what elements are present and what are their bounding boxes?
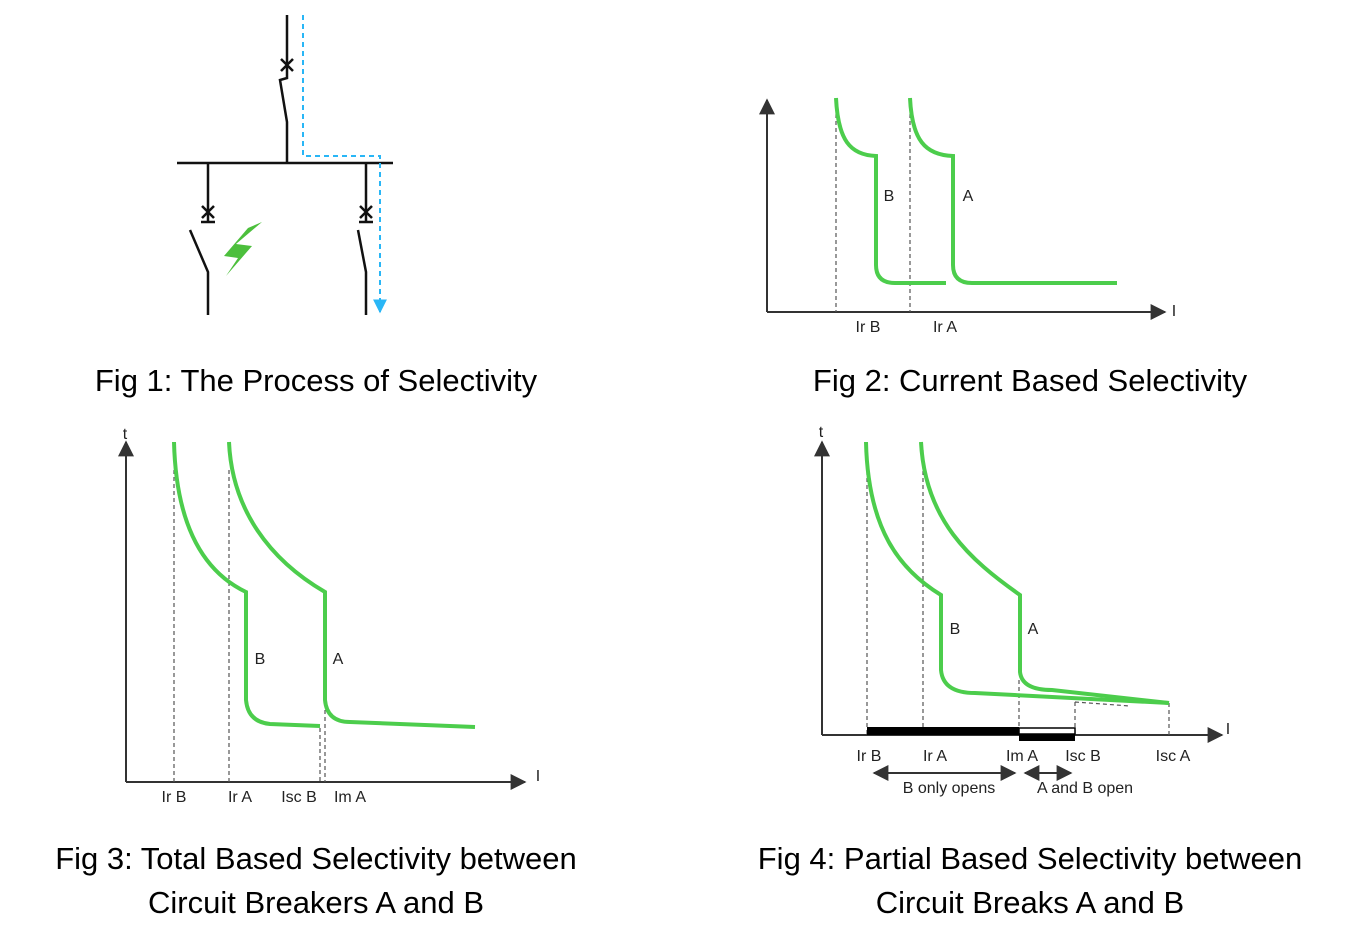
caption: Fig 4: Partial Based Selectivity between: [758, 841, 1303, 876]
range-bar: [867, 727, 1019, 735]
tick-label: Im A: [1006, 748, 1038, 765]
range-bar: [1019, 734, 1075, 741]
range-label: A and B open: [1037, 780, 1133, 797]
tick-label: Im A: [334, 789, 366, 806]
range-label: B only opens: [903, 780, 996, 797]
curve-label: A: [963, 188, 974, 205]
left-feeder: [188, 163, 215, 315]
fig2-chart: [759, 97, 1167, 320]
fig1-diagram: [177, 15, 393, 315]
tick-label: Ir A: [933, 319, 957, 336]
breaker-cross: [280, 58, 294, 72]
tick-label: Ir B: [857, 748, 882, 765]
caption: Circuit Breaks A and B: [876, 885, 1184, 920]
range-bar: [1018, 727, 1076, 735]
tick-label: Isc B: [281, 789, 317, 806]
curve-b: [834, 97, 946, 285]
tick-label: Isc B: [1065, 748, 1101, 765]
guide-lines: [866, 450, 1170, 735]
tick-label: Ir A: [228, 789, 252, 806]
tick-label: Isc A: [1156, 748, 1191, 765]
fig4-chart: [814, 440, 1224, 781]
breaker-cross: [201, 205, 215, 219]
tick-label: Ir B: [856, 319, 881, 336]
axis-label: I: [1172, 303, 1176, 320]
curve-a: [227, 441, 476, 729]
curve-a: [919, 441, 1170, 705]
caption: Fig 3: Total Based Selectivity between: [55, 841, 577, 876]
guide-lines: [835, 100, 911, 312]
caption: Circuit Breakers A and B: [148, 885, 484, 920]
axis-label: t: [123, 426, 128, 443]
curve-label: B: [255, 651, 266, 668]
right-feeder: [356, 163, 373, 315]
axis-label: I: [1226, 721, 1230, 738]
caption: Fig 1: The Process of Selectivity: [95, 363, 538, 398]
fig3-chart: [118, 440, 527, 790]
curve-label: B: [884, 188, 895, 205]
curve-label: B: [950, 621, 961, 638]
tick-label: Ir B: [162, 789, 187, 806]
caption: Fig 2: Current Based Selectivity: [813, 363, 1248, 398]
breaker-cross: [359, 205, 373, 219]
fault-icon: [224, 222, 262, 276]
curve-b: [864, 441, 1170, 705]
curve-a: [908, 97, 1117, 285]
curve-b: [172, 441, 321, 728]
incoming-feeder: [278, 15, 289, 163]
axis-label: I: [536, 768, 540, 785]
tick-label: Ir A: [923, 748, 947, 765]
axis-label: t: [819, 424, 824, 441]
curve-label: A: [1028, 621, 1039, 638]
guide-lines: [173, 470, 326, 782]
curve-label: A: [333, 651, 344, 668]
